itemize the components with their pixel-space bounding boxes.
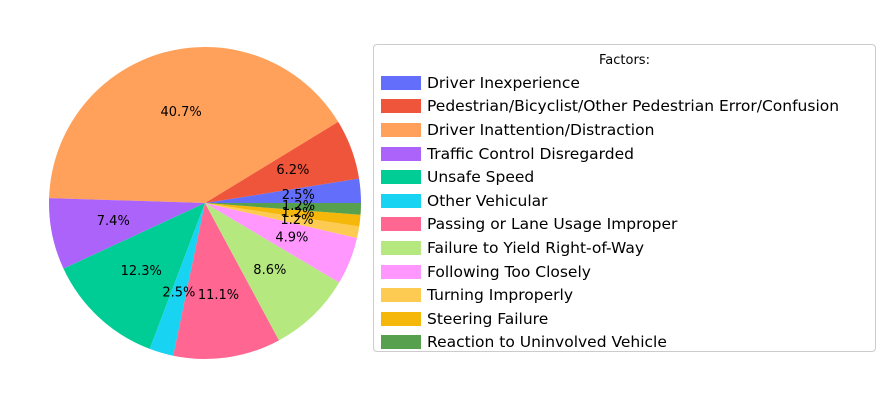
legend-label: Pedestrian/Bicyclist/Other Pedestrian Er… — [427, 97, 840, 116]
legend-label: Steering Failure — [427, 309, 549, 328]
legend-item-unsafe-speed: Unsafe Speed — [381, 165, 839, 189]
legend-label: Unsafe Speed — [427, 168, 535, 187]
pie-slice-turning-improperly — [205, 203, 360, 239]
legend-swatch — [381, 217, 421, 232]
pie-slice-passing-or-lane-usage-improper — [173, 203, 279, 359]
legend-item-following-too-closely: Following Too Closely — [381, 260, 839, 284]
legend-swatch — [381, 264, 421, 279]
legend-item-reaction-to-uninvolved-vehicle: Reaction to Uninvolved Vehicle — [381, 331, 839, 355]
pie-slice-traffic-control-disregarded — [49, 198, 205, 269]
legend-item-traffic-control-disregarded: Traffic Control Disregarded — [381, 142, 839, 166]
pie-slice-following-too-closely — [205, 203, 358, 283]
legend-label: Following Too Closely — [427, 262, 591, 281]
legend-item-steering-failure: Steering Failure — [381, 307, 839, 331]
legend-item-other-vehicular: Other Vehicular — [381, 189, 839, 213]
legend-item-driver-inexperience: Driver Inexperience — [381, 71, 839, 95]
pie-label-failure-to-yield-right-of-way: 8.6% — [253, 263, 286, 278]
pie-slice-unsafe-speed — [63, 203, 206, 349]
legend-label: Turning Improperly — [427, 286, 574, 305]
pie-label-passing-or-lane-usage-improper: 11.1% — [198, 288, 239, 303]
legend-item-pedestrian-bicyclist-other-pedestrian-error-confusion: Pedestrian/Bicyclist/Other Pedestrian Er… — [381, 95, 839, 119]
pie-percent-labels: 2.5%6.2%40.7%7.4%12.3%2.5% 11.1%8.6%4.9%1… — [97, 105, 315, 303]
legend-list: Driver Inexperience Pedestrian/Bicyclist/… — [381, 71, 839, 354]
pie-label-following-too-closely: 4.9% — [275, 230, 308, 245]
legend-swatch — [381, 75, 421, 90]
pie-label-driver-inexperience: 2.5% — [282, 188, 315, 203]
legend-item-passing-or-lane-usage-improper: Passing or Lane Usage Improper — [381, 213, 839, 237]
legend-title: Factors: — [599, 53, 650, 68]
pie-slice-driver-inexperience — [205, 178, 361, 203]
legend-swatch — [381, 288, 421, 303]
legend-swatch — [381, 311, 421, 326]
legend-label: Traffic Control Disregarded — [427, 144, 634, 163]
pie-slice-driver-inattention-distraction — [49, 46, 339, 203]
legend-item-driver-inattention-distraction: Driver Inattention/Distraction — [381, 118, 839, 142]
legend-swatch — [381, 170, 421, 185]
pie-label-pedestrian-bicyclist-other-pedestrian-error-confusion: 6.2% — [276, 163, 309, 178]
pie-label-other-vehicular: 2.5% — [162, 285, 195, 300]
pie-label-unsafe-speed: 12.3% — [121, 264, 162, 279]
legend: Factors: Driver Inexperience Pedestrian/B… — [373, 44, 876, 352]
pie-label-traffic-control-disregarded: 7.4% — [97, 214, 130, 229]
legend-swatch — [381, 335, 421, 350]
pie-label-reaction-to-uninvolved-vehicle: 1.2% — [282, 199, 315, 214]
pie-label-driver-inattention-distraction: 40.7% — [160, 105, 201, 120]
legend-item-turning-improperly: Turning Improperly — [381, 283, 839, 307]
legend-label: Driver Inattention/Distraction — [427, 120, 655, 139]
legend-label: Other Vehicular — [427, 191, 548, 210]
legend-swatch — [381, 146, 421, 161]
legend-label: Failure to Yield Right-of-Way — [427, 238, 644, 257]
pie-slice-failure-to-yield-right-of-way — [205, 203, 340, 341]
pie-label-steering-failure: 1.2% — [281, 206, 314, 221]
legend-label: Driver Inexperience — [427, 73, 580, 92]
pie-slice-pedestrian-bicyclist-other-pedestrian-error-confusion — [205, 121, 360, 203]
legend-swatch — [381, 193, 421, 208]
pie-slice-reaction-to-uninvolved-vehicle — [205, 203, 361, 215]
legend-label: Reaction to Uninvolved Vehicle — [427, 333, 667, 352]
legend-swatch — [381, 99, 421, 114]
legend-label: Passing or Lane Usage Improper — [427, 215, 678, 234]
pie-label-turning-improperly: 1.2% — [280, 213, 313, 228]
legend-swatch — [381, 240, 421, 255]
pie-slices — [49, 46, 361, 359]
legend-item-failure-to-yield-right-of-way: Failure to Yield Right-of-Way — [381, 236, 839, 260]
pie-slice-steering-failure — [205, 203, 361, 227]
pie-slice-other-vehicular — [149, 203, 205, 356]
legend-swatch — [381, 122, 421, 137]
